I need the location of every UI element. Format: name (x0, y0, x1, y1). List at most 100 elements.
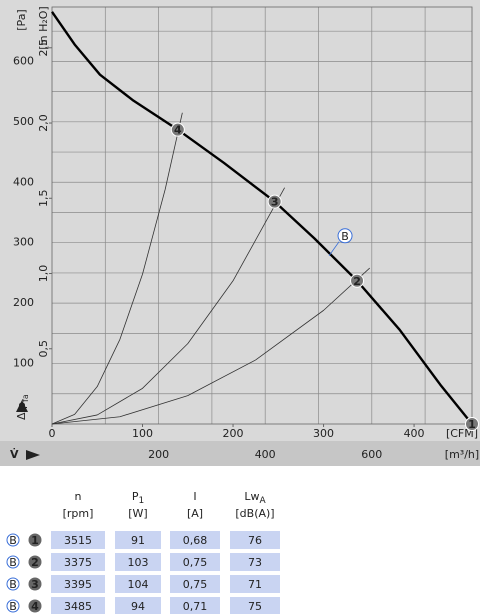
point-badge (28, 599, 42, 613)
x2-unit: [m³/h] (445, 448, 479, 461)
column-header-name: I (193, 490, 196, 503)
curve-label-circle (337, 228, 353, 244)
cell: 0,68 (183, 534, 208, 547)
x2-tick-label: 600 (361, 448, 382, 461)
x2-tick-label: 400 (255, 448, 276, 461)
x2-tick-label: 200 (148, 448, 169, 461)
y2-tick-label: 1,5 (37, 190, 50, 208)
cell-bg (51, 553, 105, 571)
curve-label: B (341, 230, 349, 243)
chart-panel (0, 0, 480, 466)
column-header-name: P (132, 490, 139, 503)
cell: 71 (248, 578, 262, 591)
cell-bg (230, 531, 280, 549)
cell-bg (51, 531, 105, 549)
cell: 3395 (64, 578, 92, 591)
y-label-sub: fa (21, 394, 30, 402)
y-tick-label: 200 (13, 296, 34, 309)
x-arrow (26, 450, 40, 460)
operating-point-label: 2 (353, 275, 361, 288)
x-tick-label: 0 (49, 427, 56, 440)
operating-point-label: 3 (271, 196, 279, 209)
system-curve (51, 187, 285, 425)
table: n[rpm]P1[W]I[A]LwA[dB(A)]B 1 3515 91 0,68 76B… (6, 490, 280, 614)
curve-badge (6, 555, 20, 569)
column-unit: [dB(A)] (235, 507, 274, 520)
cell: 0,75 (183, 556, 208, 569)
x-tick-label: 400 (404, 427, 425, 440)
column-header-sub: A (259, 496, 266, 506)
column-header-name: n (75, 490, 82, 503)
point-badge-label: 1 (31, 534, 39, 547)
y2-tick-label: 1,0 (37, 265, 50, 283)
cell-bg (51, 597, 105, 614)
cell: 3485 (64, 600, 92, 613)
y-tick-label: 500 (13, 115, 34, 128)
column-header: I (193, 490, 196, 503)
operating-point (170, 122, 185, 137)
y2-unit: [in H₂O] (37, 6, 50, 49)
y-tick-label: 600 (13, 54, 34, 67)
cell-bg (230, 575, 280, 593)
cell-bg (115, 531, 161, 549)
cell: 3515 (64, 534, 92, 547)
y-unit: [Pa] (15, 9, 28, 30)
y2-tick-label: 0,5 (37, 340, 50, 358)
column-header: n (75, 490, 82, 503)
cell-bg (170, 553, 220, 571)
cell-bg (115, 597, 161, 614)
point-badge (28, 533, 42, 547)
operating-point-label: 4 (174, 124, 182, 137)
curve-callout (328, 241, 340, 257)
column-unit: [W] (128, 507, 147, 520)
curve-badge (6, 533, 20, 547)
cell: 73 (248, 556, 262, 569)
curve-badge-label: B (9, 578, 17, 591)
cell-bg (230, 597, 280, 614)
cell-bg (115, 575, 161, 593)
cell: 91 (131, 534, 145, 547)
cell: 3375 (64, 556, 92, 569)
operating-point (465, 417, 479, 431)
cell: 104 (128, 578, 149, 591)
curve-badge (6, 577, 20, 591)
column-header-sub: 1 (138, 496, 144, 506)
fan-curve (51, 11, 473, 425)
column-header-name: Lw (244, 490, 259, 503)
chart: 100 200 300 400 500 600 0,5 1,0 1,5 2,0 2,5 0 100 200… (10, 6, 479, 461)
curve-badge (6, 599, 20, 613)
curve-badge-label: B (9, 534, 17, 547)
cell: 76 (248, 534, 262, 547)
y-tick-label: 300 (13, 236, 34, 249)
y-tick-label: 400 (13, 175, 34, 188)
y2-tick-label: 2,5 (37, 39, 50, 57)
secondary-axis-band (0, 441, 480, 466)
point-badge (28, 555, 42, 569)
curve-badge-label: B (9, 600, 17, 613)
operating-point (350, 273, 365, 288)
column-unit: [rpm] (63, 507, 94, 520)
column-unit: [A] (187, 507, 203, 520)
cell-bg (170, 575, 220, 593)
point-badge-label: 3 (31, 578, 39, 591)
cell: 0,75 (183, 578, 208, 591)
operating-point (267, 194, 282, 209)
point-badge-label: 2 (31, 556, 39, 569)
cell-bg (170, 597, 220, 614)
point-badge-label: 4 (31, 600, 39, 613)
cell-bg (51, 575, 105, 593)
cell: 103 (128, 556, 149, 569)
x-tick-label: 100 (132, 427, 153, 440)
cell: 94 (131, 600, 145, 613)
cell: 75 (248, 600, 262, 613)
point-badge (28, 577, 42, 591)
plot-frame (51, 6, 473, 425)
x-label: V̇ (10, 448, 19, 461)
cell-bg (170, 531, 220, 549)
y2-tick-label: 2,0 (37, 114, 50, 132)
column-header: P1 (132, 490, 144, 506)
x-tick-label: 300 (313, 427, 334, 440)
system-curve (51, 112, 183, 425)
y-arrow (16, 400, 28, 412)
cell: 0,71 (183, 600, 208, 613)
